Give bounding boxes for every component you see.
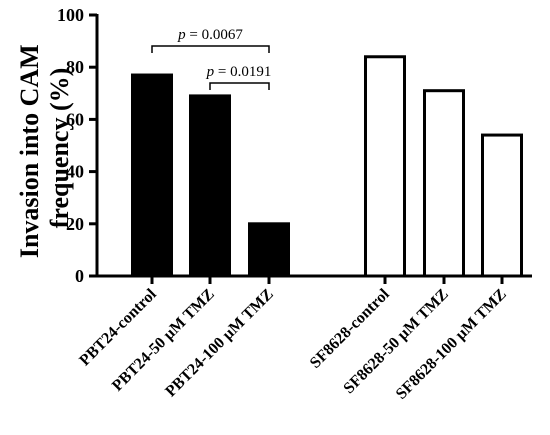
bar-1 — [189, 94, 231, 278]
y-axis-label: Invasion into CAM frequency (%) — [15, 38, 74, 258]
y-axis-label-line-2: frequency (%) — [45, 68, 74, 229]
p-value-0: = 0.0067 — [186, 27, 244, 43]
p-value-label-1: p = 0.0191 — [206, 64, 272, 80]
bar-3 — [364, 55, 406, 278]
x-tick-label-5: SF8628-100 µM TMZ — [393, 286, 510, 403]
y-tick-label-4: 80 — [66, 57, 84, 77]
p-symbol-1: p — [206, 64, 215, 80]
y-tick-label-0: 0 — [75, 266, 84, 286]
y-tick-label-2: 40 — [66, 162, 84, 182]
y-tick-label-5: 100 — [57, 5, 84, 25]
p-symbol-0: p — [177, 27, 186, 43]
bar-2 — [248, 222, 290, 278]
y-axis-label-line-1: Invasion into CAM — [15, 44, 44, 258]
bar-0 — [131, 73, 173, 278]
x-tick-label-4: SF8628-50 µM TMZ — [340, 286, 451, 397]
significance-bracket-0 — [151, 45, 270, 53]
p-value-label-0: p = 0.0067 — [177, 27, 243, 43]
p-value-1: = 0.0191 — [214, 64, 271, 80]
x-tick-label-2: PBT24-100 µM TMZ — [162, 286, 276, 400]
bar-5 — [481, 133, 523, 278]
significance-bracket-1 — [209, 82, 270, 90]
y-tick-label-3: 60 — [66, 109, 84, 129]
x-tick-label-1: PBT24-50 µM TMZ — [109, 286, 218, 395]
y-tick-label-1: 20 — [66, 214, 84, 234]
bar-4 — [423, 89, 465, 278]
